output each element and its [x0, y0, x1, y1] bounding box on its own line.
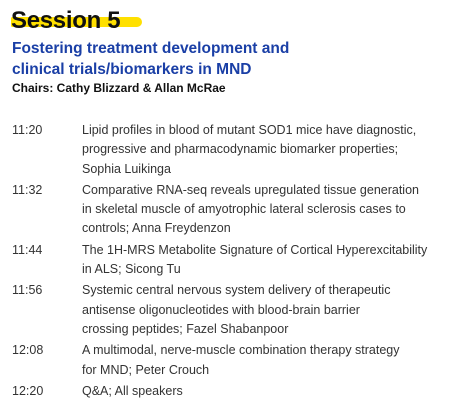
talk-line: for MND; Peter Crouch: [82, 362, 210, 377]
talk-line: Sophia Luikinga: [82, 161, 171, 176]
talk-line: in ALS; Sicong Tu: [82, 262, 181, 277]
program-list: 11:20 Lipid profiles in blood of mutant …: [12, 121, 442, 403]
talk-line: progressive and pharmacodynamic biomarke…: [82, 142, 399, 157]
talk-description: Lipid profiles in blood of mutant SOD1 m…: [82, 121, 442, 179]
program-row: 11:56 Systemic central nervous system de…: [12, 281, 442, 339]
talk-line: Lipid profiles in blood of mutant SOD1 m…: [82, 123, 417, 137]
talk-line: antisense oligonucleotides with blood-br…: [82, 302, 360, 317]
program-row: 12:20 Q&A; All speakers: [12, 382, 442, 401]
talk-line: Comparative RNA-seq reveals upregulated …: [82, 182, 419, 197]
talk-time: 11:32: [12, 182, 43, 197]
title-highlight-bar: [11, 17, 142, 27]
session-header: Session 5: [11, 7, 142, 34]
talk-description: Comparative RNA-seq reveals upregulated …: [82, 181, 442, 239]
talk-description: Q&A; All speakers: [82, 382, 442, 401]
talk-time: 12:20: [12, 383, 44, 398]
program-row: 11:20 Lipid profiles in blood of mutant …: [12, 121, 442, 179]
subtitle-line: clinical trials/biomarkers in MND: [12, 61, 252, 78]
talk-description: The 1H-MRS Metabolite Signature of Corti…: [82, 241, 442, 280]
talk-line: The 1H-MRS Metabolite Signature of Corti…: [82, 242, 428, 257]
session-title: Session 5: [11, 7, 121, 34]
talk-line: A multimodal, nerve-muscle combination t…: [82, 343, 400, 358]
program-row: 11:32 Comparative RNA-seq reveals upregu…: [12, 181, 442, 239]
session-subtitle: Fostering treatment development and clin…: [12, 38, 432, 80]
program-row: 12:08 A multimodal, nerve-muscle combina…: [12, 341, 442, 380]
talk-line: crossing peptides; Fazel Shabanpoor: [82, 321, 289, 336]
talk-description: Systemic central nervous system delivery…: [82, 281, 442, 339]
talk-time: 11:56: [12, 283, 43, 298]
talk-line: controls; Anna Freydenzon: [82, 221, 231, 236]
program-row: 11:44 The 1H-MRS Metabolite Signature of…: [12, 241, 442, 280]
talk-time: 12:08: [12, 343, 44, 358]
talk-line: Systemic central nervous system delivery…: [82, 283, 391, 298]
talk-time: 11:44: [12, 242, 43, 257]
talk-line: Q&A; All speakers: [82, 383, 183, 398]
subtitle-line: Fostering treatment development and: [12, 40, 290, 57]
talk-line: in skeletal muscle of amyotrophic latera…: [82, 202, 406, 217]
talk-time: 11:20: [12, 123, 43, 137]
session-chairs: Chairs: Cathy Blizzard & Allan McRae: [12, 81, 226, 95]
talk-description: A multimodal, nerve-muscle combination t…: [82, 341, 442, 380]
